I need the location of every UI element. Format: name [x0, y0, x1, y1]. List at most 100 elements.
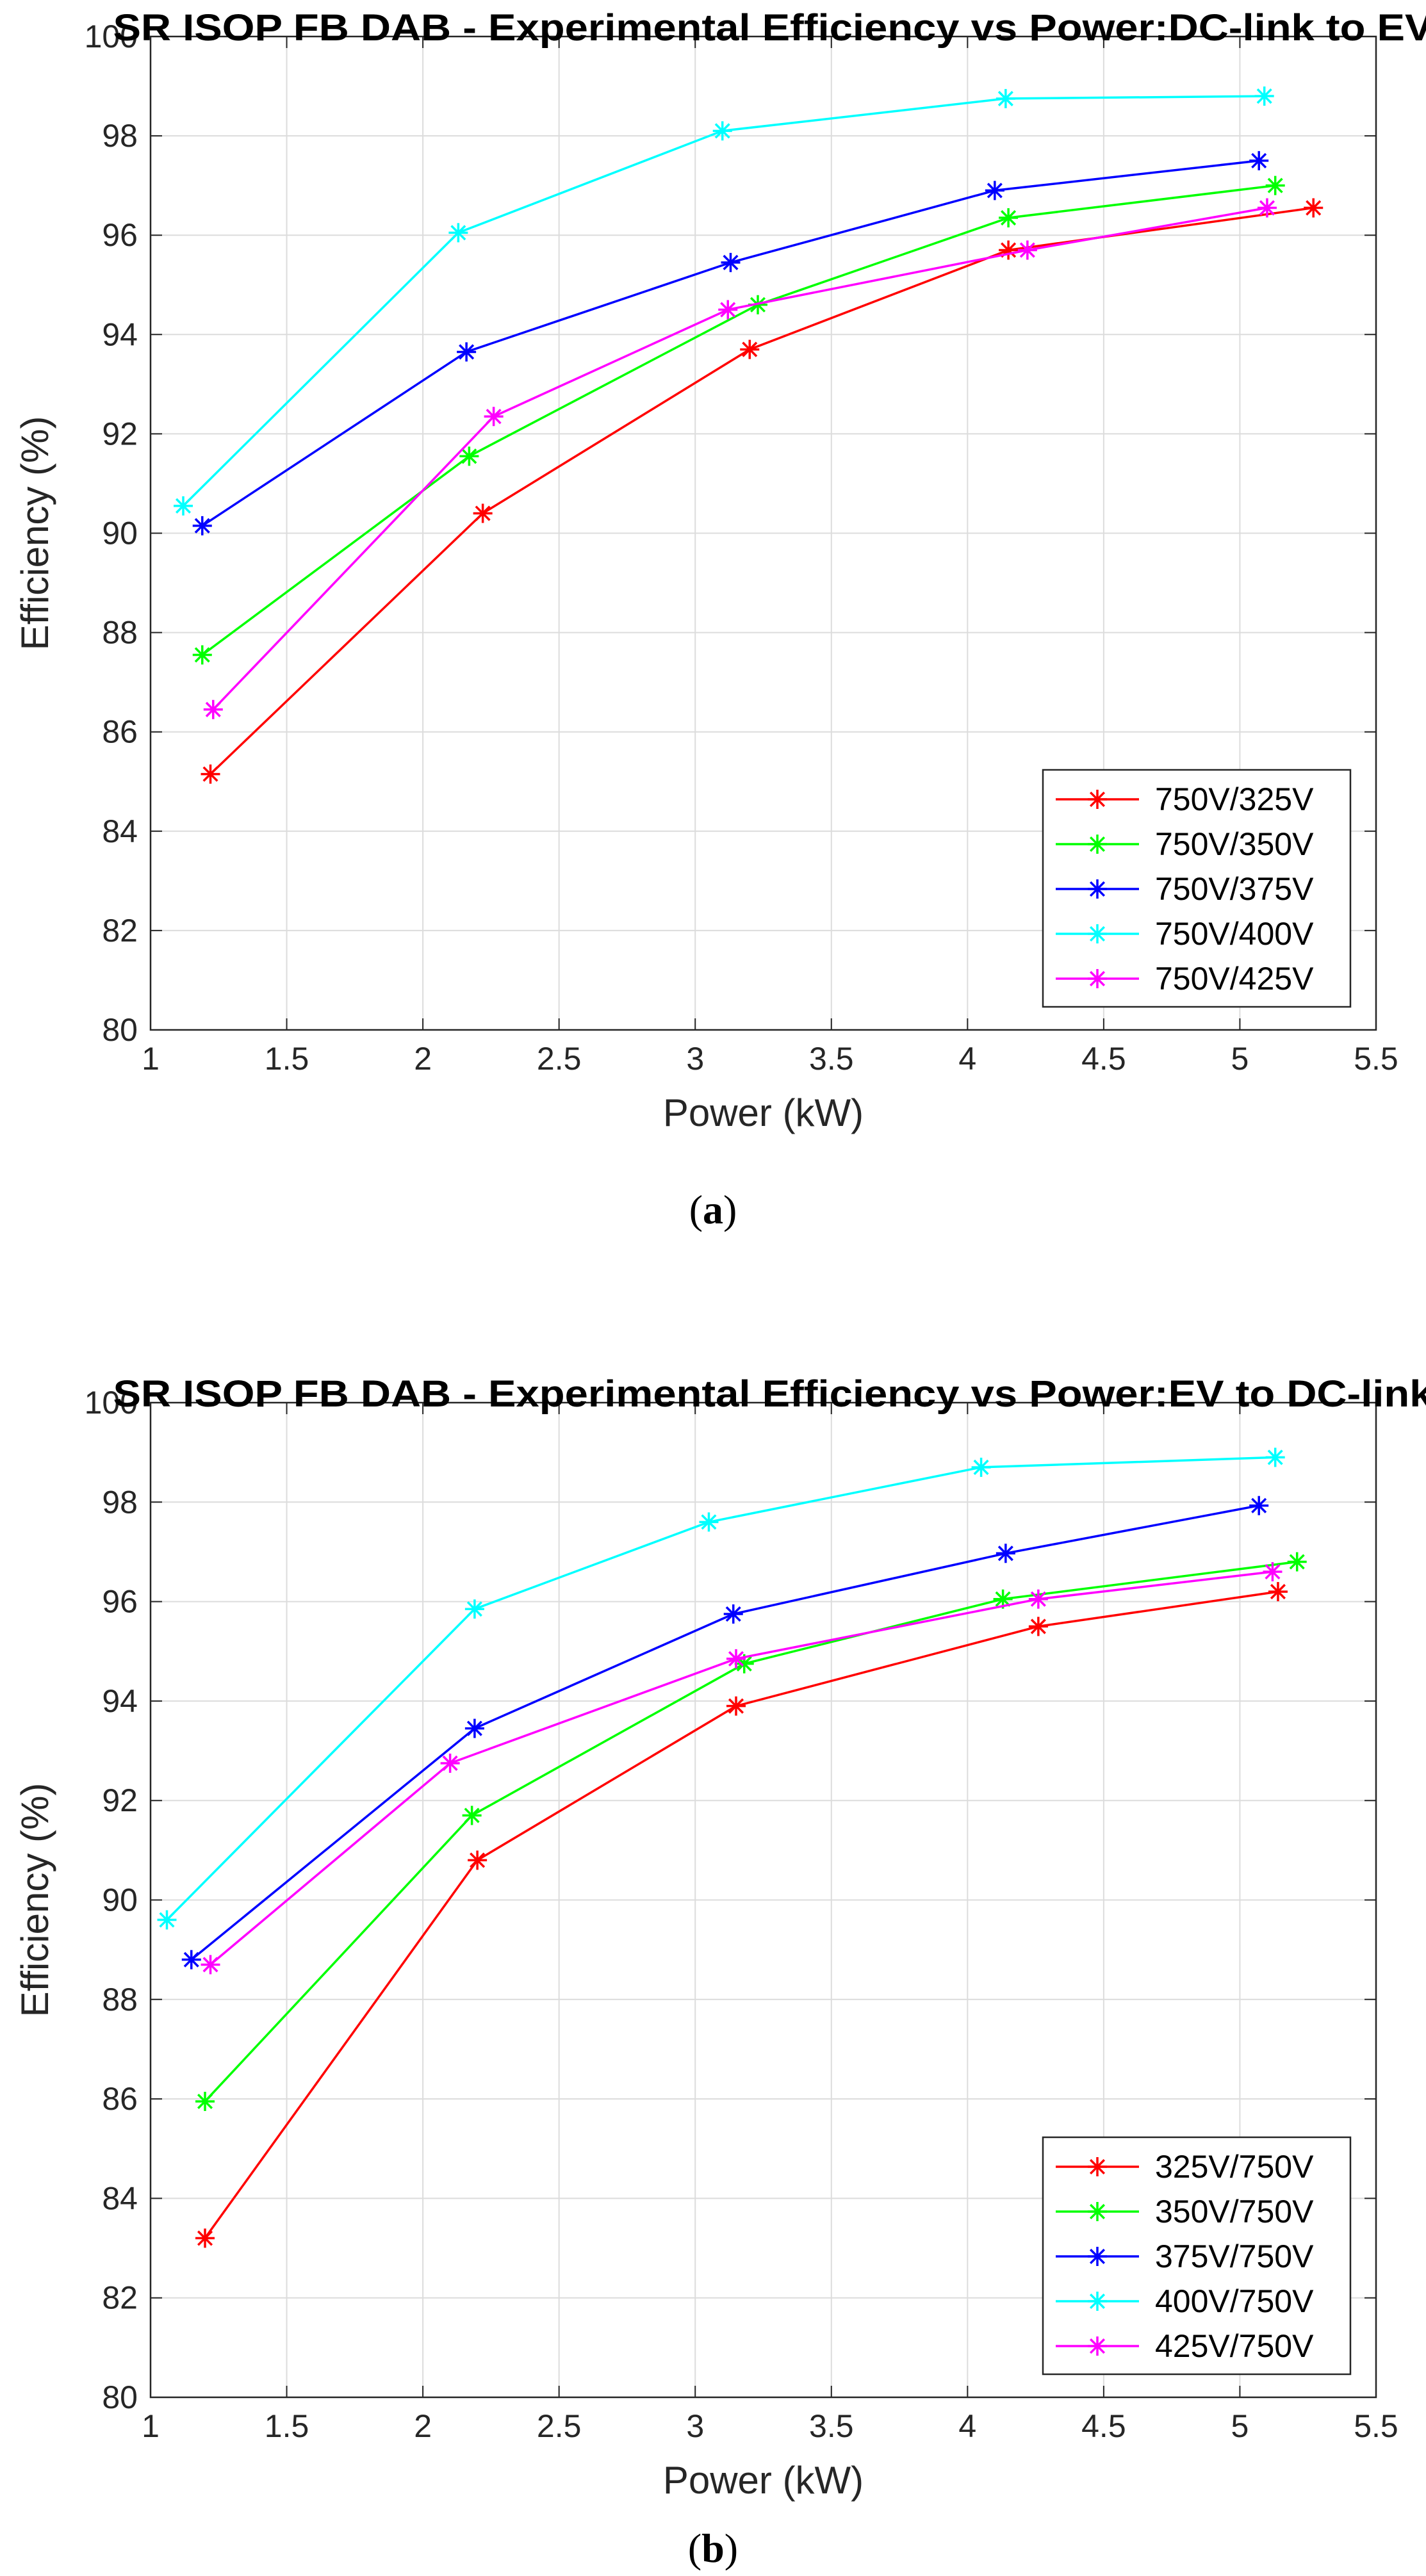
y-axis-label: Efficiency (%): [13, 416, 56, 651]
legend-marker: [1089, 836, 1106, 852]
x-tick-label: 5: [1231, 2408, 1249, 2444]
data-point: [457, 342, 477, 362]
data-point: [740, 339, 760, 359]
y-tick-label: 84: [102, 2180, 138, 2216]
x-tick-label: 4.5: [1081, 1041, 1126, 1077]
data-point: [721, 252, 741, 272]
y-tick-label: 96: [102, 1584, 138, 1620]
marker-stroke: [1265, 1563, 1281, 1580]
data-point: [1249, 1496, 1269, 1515]
legend-label: 750V/325V: [1155, 781, 1314, 817]
legend-label: 750V/400V: [1155, 916, 1314, 952]
panel-letter: a: [703, 1187, 723, 1232]
panel-caption: (b): [688, 2525, 738, 2571]
legend-label: 350V/750V: [1155, 2194, 1314, 2230]
legend-marker: [1089, 2158, 1106, 2175]
x-tick-label: 1: [142, 2408, 160, 2444]
data-point: [468, 1850, 488, 1870]
data-point: [181, 1950, 201, 1969]
marker-stroke: [728, 1651, 744, 1667]
marker-stroke: [728, 1698, 744, 1714]
y-tick-label: 98: [102, 118, 138, 154]
chart-panel-b: 1 1.5 2 2.5 3 3.5 4 4.5 5 5.5 80 82 84 86 88 90 92 94 96 98…: [13, 1373, 1426, 2571]
legend-marker: [1089, 925, 1106, 942]
data-point: [201, 764, 220, 784]
marker-stroke: [464, 1807, 480, 1823]
marker-stroke: [714, 123, 730, 139]
x-tick-label: 2.5: [537, 1041, 582, 1077]
series-750v-375v: [192, 151, 1269, 535]
y-tick-label: 94: [102, 1683, 138, 1719]
marker-stroke: [459, 344, 475, 360]
legend-item: 400V/750V: [1056, 2283, 1314, 2319]
data-point: [1028, 1617, 1048, 1636]
marker-stroke: [486, 409, 502, 425]
legend-item: 750V/400V: [1056, 916, 1314, 952]
marker-stroke: [1267, 1449, 1283, 1465]
marker-stroke: [450, 225, 466, 241]
marker-stroke: [470, 1852, 486, 1868]
legend-label: 425V/750V: [1155, 2328, 1314, 2364]
marker-stroke: [197, 2093, 213, 2110]
y-tick-label: 84: [102, 813, 138, 849]
y-tick-label: 80: [102, 2379, 138, 2415]
marker-stroke: [1251, 1497, 1267, 1513]
y-tick-label: 86: [102, 2081, 138, 2117]
data-point: [157, 1910, 177, 1930]
data-point: [462, 1806, 482, 1825]
legend-marker: [1089, 791, 1106, 808]
legend-marker: [1089, 881, 1106, 897]
series-750v-425v: [203, 198, 1277, 719]
data-point: [192, 645, 212, 665]
legend: 750V/325V 750V/350V 750V/375V 750V/400V 750V…: [1042, 769, 1352, 1008]
data-point: [195, 2228, 215, 2248]
legend-marker: [1089, 2338, 1106, 2354]
legend-item: 350V/750V: [1056, 2194, 1314, 2230]
y-tick-label: 96: [102, 217, 138, 253]
y-tick-label: 92: [102, 1782, 138, 1818]
series-400v-750v: [157, 1447, 1285, 1930]
legend-item: 425V/750V: [1056, 2328, 1314, 2364]
series-750v-400v: [174, 86, 1274, 516]
data-point: [985, 181, 1004, 200]
marker-stroke: [197, 2230, 213, 2246]
marker-stroke: [1030, 1618, 1046, 1634]
y-tick-label: 86: [102, 714, 138, 750]
marker-stroke: [194, 518, 210, 534]
y-tick-label: 98: [102, 1484, 138, 1520]
marker-stroke: [1019, 242, 1035, 258]
marker-stroke: [1259, 200, 1275, 216]
data-point: [726, 1649, 746, 1668]
data-point: [201, 1955, 220, 1975]
legend-marker: [1089, 2203, 1106, 2220]
marker-stroke: [175, 498, 192, 514]
marker-stroke: [973, 1459, 989, 1475]
y-tick-label: 80: [102, 1012, 138, 1048]
series-325v-750v: [195, 1582, 1288, 2248]
legend-label: 400V/750V: [1155, 2283, 1314, 2319]
marker-stroke: [742, 341, 758, 357]
axes-box: [149, 1401, 1377, 2399]
x-tick-label: 3.5: [809, 2408, 854, 2444]
legend-label: 750V/425V: [1155, 961, 1314, 997]
marker-stroke: [1001, 210, 1017, 226]
x-tick-label: 4.5: [1081, 2408, 1126, 2444]
x-tick-label: 4: [958, 1041, 976, 1077]
x-tick-label: 2.5: [537, 2408, 582, 2444]
chart-panel-a: 1 1.5 2 2.5 3 3.5 4 4.5 5 5.5 80 82 84 86 88 90 92 94 96 98…: [13, 7, 1426, 1232]
legend-label: 375V/750V: [1155, 2238, 1314, 2274]
legend-label: 325V/750V: [1155, 2149, 1314, 2185]
panel-caption: (a): [689, 1187, 737, 1232]
data-point: [440, 1753, 460, 1773]
marker-stroke: [725, 1606, 741, 1622]
marker-stroke: [159, 1912, 175, 1928]
panel-letter: b: [701, 2525, 725, 2571]
y-tick-label: 90: [102, 1882, 138, 1918]
x-tick-label: 5.5: [1354, 2408, 1398, 2444]
marker-stroke: [475, 505, 491, 521]
y-tick-label: 100: [85, 19, 138, 54]
legend-item: 375V/750V: [1056, 2238, 1314, 2274]
y-axis-label: Efficiency (%): [13, 1783, 56, 2018]
data-point: [1263, 1562, 1283, 1582]
